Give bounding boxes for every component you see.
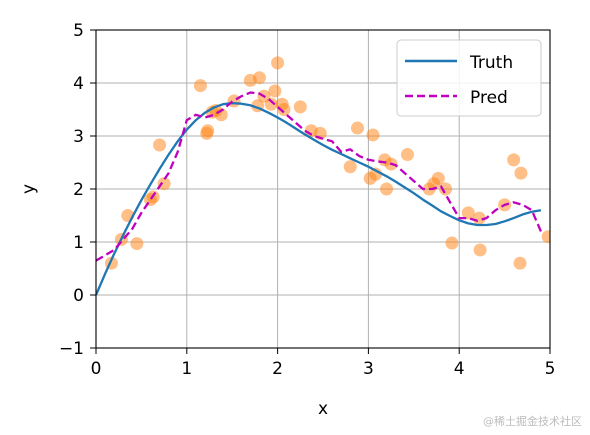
y-tick-label: 4 — [73, 74, 84, 94]
scatter-point — [157, 177, 171, 191]
legend-label-truth: Truth — [469, 53, 513, 73]
scatter-point — [507, 153, 521, 167]
x-tick-label: 0 — [91, 359, 102, 379]
y-tick-label: 3 — [73, 127, 84, 147]
scatter-point — [473, 243, 487, 257]
scatter-point — [130, 237, 144, 251]
scatter-point — [252, 71, 266, 85]
scatter-point — [201, 124, 215, 138]
scatter-point — [514, 166, 528, 180]
y-tick-label: 1 — [73, 233, 84, 253]
legend: Truth Pred — [396, 39, 542, 117]
series-line-truth — [96, 101, 542, 296]
scatter-point — [153, 138, 167, 152]
scatter-point — [268, 84, 282, 98]
x-tick-label: 1 — [181, 359, 192, 379]
scatter-point — [271, 56, 285, 70]
scatter-point — [445, 236, 459, 250]
scatter-point — [366, 128, 380, 142]
x-tick-label: 5 — [545, 359, 556, 379]
scatter-point — [369, 167, 383, 181]
scatter-point — [264, 97, 278, 111]
scatter-point — [513, 256, 527, 270]
scatter-point — [439, 182, 453, 196]
y-tick-label: −1 — [59, 339, 84, 359]
scatter-point — [431, 171, 445, 185]
scatter-point — [461, 206, 475, 220]
scatter-point — [193, 79, 207, 93]
watermark-text: @稀土掘金技术社区 — [483, 415, 582, 428]
scatter-point — [293, 100, 307, 114]
scatter-point — [227, 94, 241, 108]
y-tick-label: 0 — [73, 286, 84, 306]
legend-label-pred: Pred — [470, 88, 508, 108]
axis-ticks: 0 1 2 3 4 5 −1 0 1 2 3 4 5 — [59, 21, 555, 379]
scatter-point — [343, 160, 357, 174]
y-axis-label: y — [19, 184, 39, 194]
x-axis-label: x — [318, 399, 328, 419]
y-tick-label: 2 — [73, 180, 84, 200]
scatter-point — [541, 230, 550, 244]
scatter-point — [400, 148, 414, 162]
series-lines — [96, 91, 542, 296]
x-tick-label: 2 — [272, 359, 283, 379]
x-tick-label: 4 — [454, 359, 465, 379]
scatter-point — [277, 103, 291, 116]
series-line-pred — [96, 91, 542, 262]
x-tick-label: 3 — [363, 359, 374, 379]
y-tick-label: 5 — [73, 21, 84, 41]
scatter-point — [380, 182, 394, 196]
legend-box — [396, 39, 542, 117]
scatter-point — [351, 121, 365, 135]
